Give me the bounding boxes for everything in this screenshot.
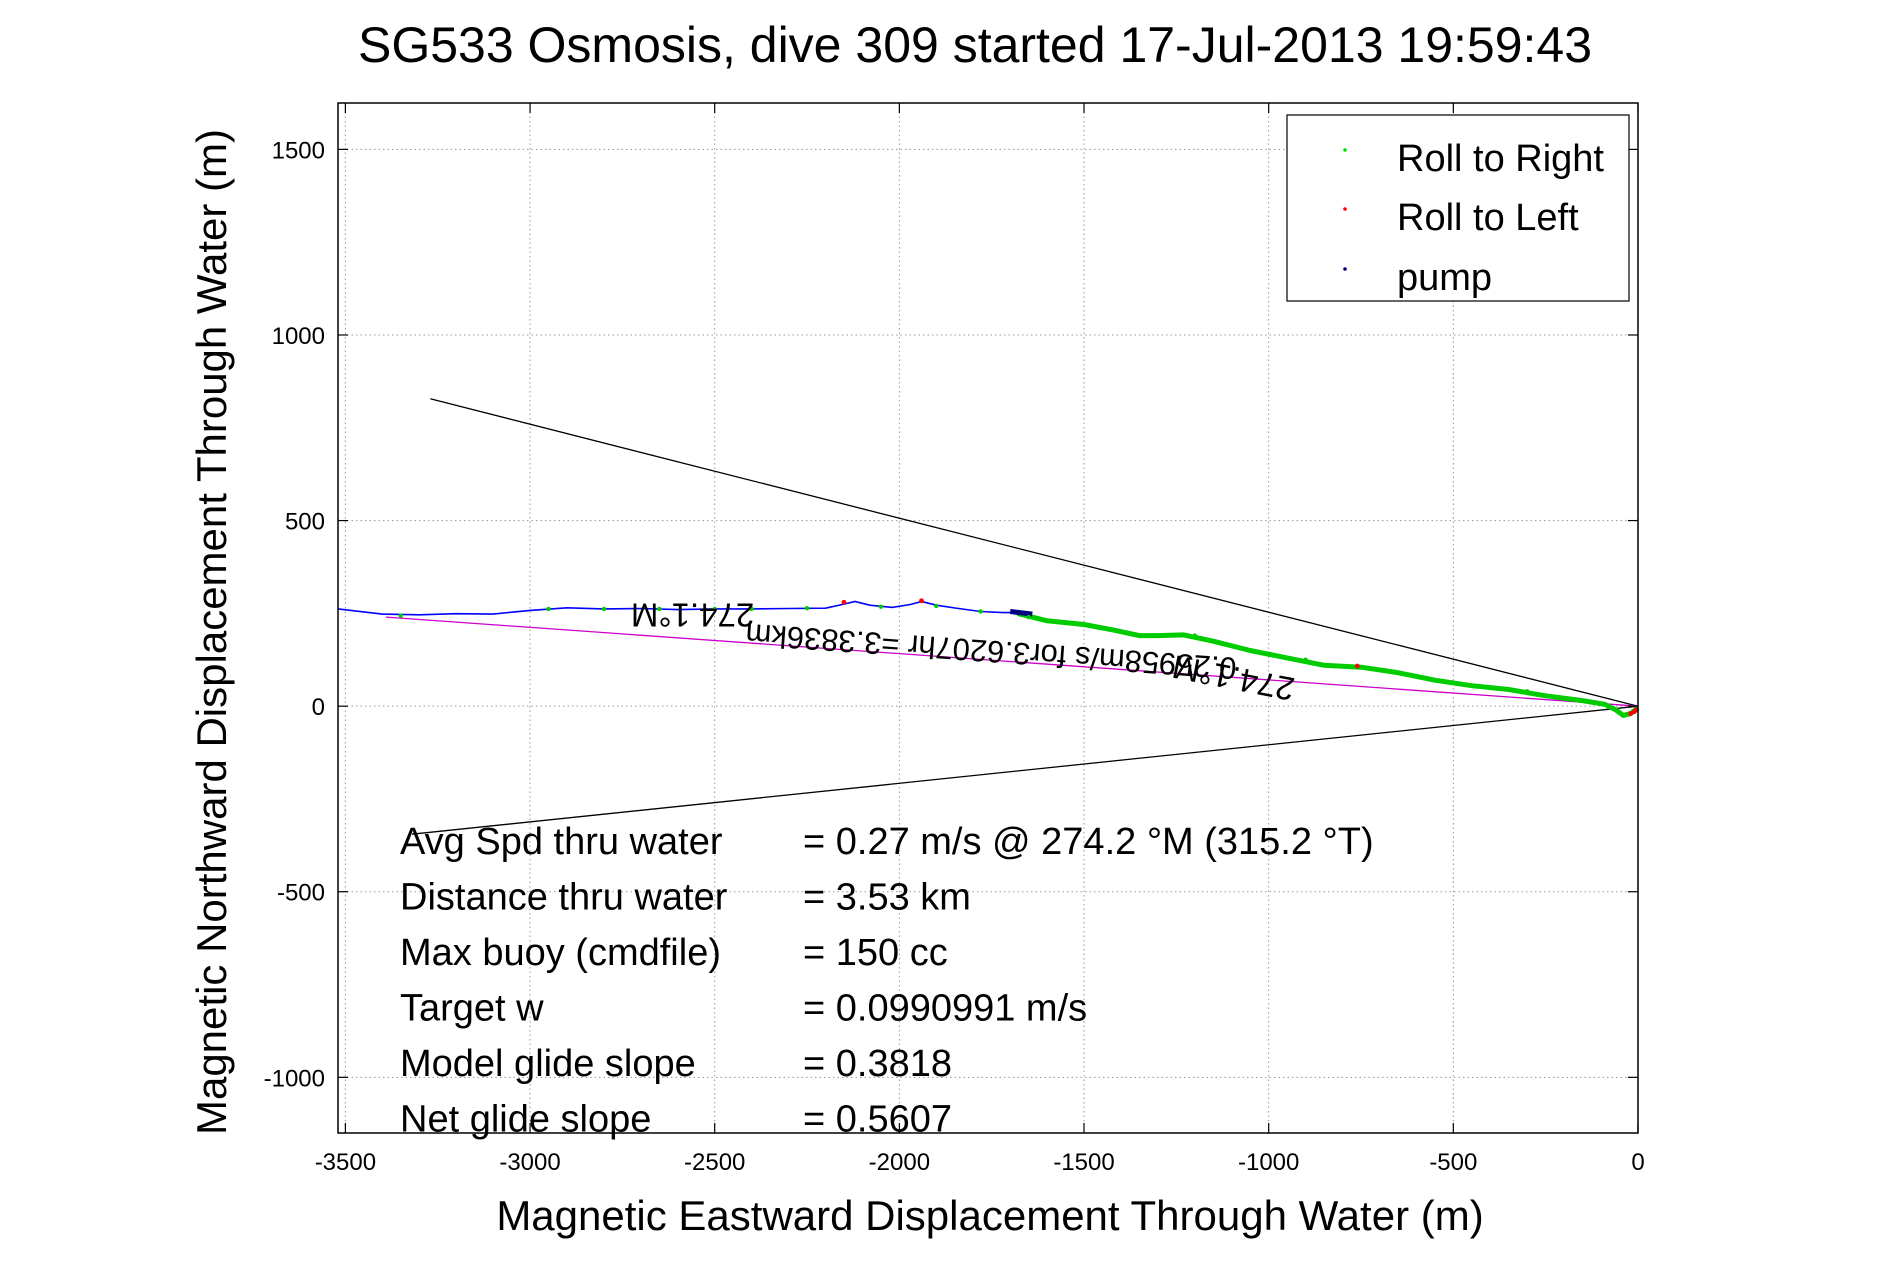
stat-label: Max buoy (cmdfile)	[400, 932, 721, 974]
pump-track-line	[1009, 609, 1033, 617]
roll-left-point	[841, 599, 847, 605]
legend-marker-roll-right	[1343, 148, 1347, 152]
legend-marker-roll-left	[1343, 207, 1347, 211]
roll-right-point	[1248, 648, 1253, 653]
stat-value: = 0.0990991 m/s	[803, 988, 1087, 1030]
reference-lines	[385, 398, 1639, 835]
roll-left-point	[1628, 711, 1634, 716]
plot-frame	[337, 102, 1639, 1134]
axis-ticks: -3500 -3000 -2500 -2000 -1500 -1000 -500 0 -1000…	[264, 103, 1645, 1176]
stat-label: Target w	[400, 988, 544, 1030]
reference-line-net-displacement	[385, 616, 1639, 707]
stat-value: = 150 cc	[803, 932, 948, 974]
roll-right-point	[978, 609, 983, 614]
heading-annotation: 274.1°M	[631, 596, 754, 633]
legend: Roll to Right Roll to Left pump	[1286, 114, 1630, 302]
roll-right-point	[1081, 622, 1087, 627]
roll-right-point	[749, 606, 754, 612]
stats-block: Avg Spd thru water = 0.27 m/s @ 274.2 °M …	[400, 821, 1374, 1141]
roll-right-point	[1192, 633, 1198, 638]
stat-value: = 0.5607	[803, 1099, 952, 1141]
legend-label-roll-left: Roll to Left	[1397, 197, 1579, 239]
x-tick-label: -1000	[1238, 1149, 1299, 1176]
roll-right-point	[1137, 633, 1142, 638]
roll-right-point	[1303, 657, 1308, 662]
x-tick-label: -2500	[684, 1149, 745, 1176]
roll-right-track-line	[1016, 610, 1640, 718]
chart-title: SG533 Osmosis, dive 309 started 17-Jul-2…	[358, 17, 1592, 73]
roll-right-point	[546, 606, 551, 612]
roll-right-point	[1469, 683, 1475, 688]
x-tick-label: 0	[1631, 1149, 1644, 1176]
y-axis-label: Magnetic Northward Displacement Through …	[188, 129, 235, 1135]
x-axis-label: Magnetic Eastward Displacement Through W…	[496, 1192, 1483, 1239]
stat-value: = 0.3818	[803, 1043, 952, 1085]
roll-markers	[398, 598, 1639, 716]
y-tick-label: 500	[285, 509, 325, 536]
x-tick-label: -3000	[499, 1149, 560, 1176]
roll-right-point	[1525, 689, 1530, 694]
roll-right-point	[1580, 698, 1585, 703]
stat-label: Model glide slope	[400, 1043, 696, 1085]
reference-line-bound-upper	[430, 398, 1639, 707]
roll-right-point	[878, 604, 884, 609]
x-tick-label: -1500	[1053, 1149, 1114, 1176]
roll-right-point	[804, 605, 810, 611]
x-tick-label: -3500	[315, 1149, 376, 1176]
y-tick-label: -1000	[264, 1065, 325, 1092]
y-tick-label: -500	[277, 880, 325, 907]
roll-right-point	[601, 606, 607, 612]
roll-left-point	[1354, 663, 1360, 669]
legend-marker-pump	[1343, 267, 1347, 271]
legend-label-roll-right: Roll to Right	[1397, 138, 1604, 180]
x-tick-label: -500	[1429, 1149, 1477, 1176]
roll-right-point	[657, 606, 662, 612]
reference-line-bound-lower	[411, 705, 1639, 835]
y-tick-label: 0	[312, 694, 325, 721]
roll-right-point	[1026, 614, 1031, 620]
y-tick-label: 1500	[272, 137, 325, 164]
stat-value: = 3.53 km	[803, 877, 971, 919]
roll-right-point	[1414, 674, 1419, 679]
y-tick-label: 1000	[272, 323, 325, 350]
x-tick-label: -2000	[869, 1149, 930, 1176]
legend-label-pump: pump	[1397, 257, 1492, 299]
roll-left-point	[919, 598, 924, 604]
roll-right-point	[712, 606, 717, 612]
stat-label: Distance thru water	[400, 877, 728, 919]
roll-right-point	[934, 603, 939, 609]
roll-right-point	[398, 613, 403, 618]
stat-label: Avg Spd thru water	[400, 821, 723, 863]
stat-label: Net glide slope	[400, 1099, 651, 1141]
stat-value: = 0.27 m/s @ 274.2 °M (315.2 °T)	[803, 821, 1374, 863]
